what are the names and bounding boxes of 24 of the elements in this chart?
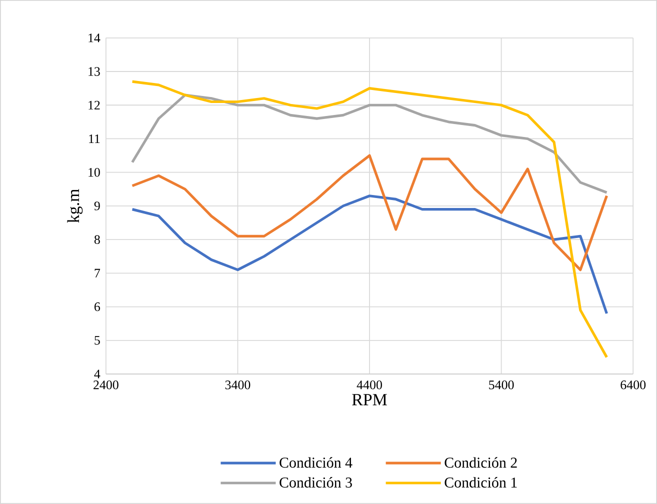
y-tick-label: 11 xyxy=(89,134,100,144)
legend-label: Condición 3 xyxy=(280,477,352,488)
y-tick-label: 7 xyxy=(94,268,100,278)
y-tick-label: 6 xyxy=(94,302,100,312)
y-tick-label: 8 xyxy=(94,235,100,244)
x-tick-label: 3400 xyxy=(225,380,250,390)
x-axis-title: RPM xyxy=(352,394,387,406)
x-tick-label: 2400 xyxy=(94,380,118,390)
y-tick-label: 13 xyxy=(88,67,100,76)
x-tick-label: 4400 xyxy=(356,380,382,390)
legend-label: Condición 2 xyxy=(444,457,517,468)
x-tick-label: 6400 xyxy=(620,380,646,390)
y-tick-label: 9 xyxy=(94,202,100,210)
y-axis-title: kg.m xyxy=(67,189,83,223)
legend-label: Condición 4 xyxy=(280,457,352,468)
x-tick-label: 5400 xyxy=(489,380,514,390)
y-tick-label: 4 xyxy=(94,370,100,378)
line-series xyxy=(131,94,608,194)
y-tick-label: 14 xyxy=(88,34,100,42)
y-tick-label: 5 xyxy=(94,336,100,345)
y-tick-label: 12 xyxy=(88,100,100,110)
line-series xyxy=(131,154,608,272)
y-tick-label: 10 xyxy=(88,168,100,177)
legend-label: Condición 1 xyxy=(444,477,517,488)
